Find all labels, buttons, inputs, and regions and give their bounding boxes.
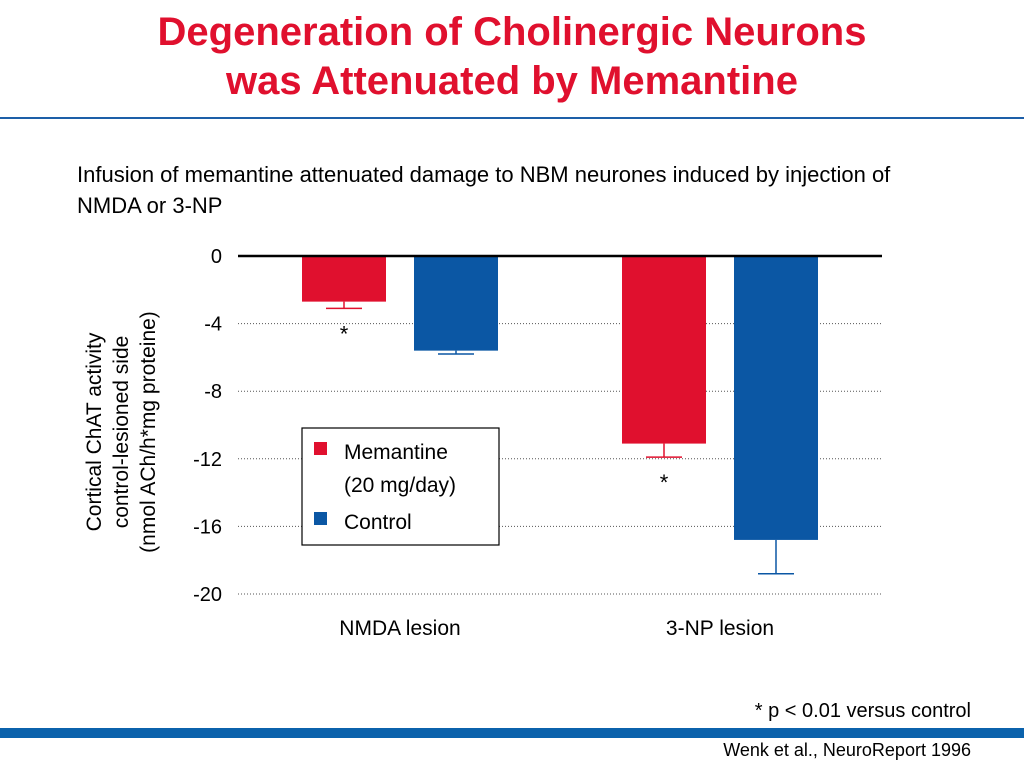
y-axis-label: Cortical ChAT activity control-lesioned s… — [83, 311, 160, 553]
slide-title: Degeneration of Cholinergic Neurons was … — [0, 8, 1024, 106]
legend-swatch — [314, 512, 327, 525]
chart-description: Infusion of memantine attenuated damage … — [77, 162, 891, 218]
bar — [622, 256, 706, 444]
x-tick-label: NMDA lesion — [339, 617, 460, 640]
significance-footnote: * p < 0.01 versus control — [754, 700, 971, 722]
legend-box — [301, 427, 500, 546]
y-axis-label-line: control-lesioned side — [110, 336, 133, 529]
legend-label: Memantine — [344, 441, 448, 464]
y-tick-label: -20 — [193, 584, 222, 606]
significance-marker: * — [660, 470, 669, 495]
y-axis-label-line: Cortical ChAT activity — [83, 332, 106, 531]
x-tick-label: 3-NP lesion — [666, 617, 774, 640]
bar — [734, 256, 818, 540]
footer-bar — [0, 728, 1024, 738]
y-tick-label: -4 — [204, 314, 222, 336]
citation: Wenk et al., NeuroReport 1996 — [723, 740, 971, 760]
y-tick-label: -12 — [193, 449, 222, 471]
bar — [414, 256, 498, 351]
bar-chart: 0 -4 -8 -12 -16 -20 Cortical ChAT activity cont… — [83, 246, 882, 640]
legend-label: Control — [344, 511, 412, 534]
legend-label: (20 mg/day) — [344, 474, 456, 497]
bar — [302, 256, 386, 302]
legend-swatch — [314, 442, 327, 455]
y-axis-label-line: (nmol ACh/h*mg proteine) — [137, 311, 160, 553]
significance-marker: * — [340, 321, 349, 346]
y-tick-label: 0 — [211, 246, 222, 268]
y-tick-label: -8 — [204, 381, 222, 403]
title-line-2: was Attenuated by Memantine — [226, 59, 798, 103]
y-tick-label: -16 — [193, 516, 222, 538]
title-divider — [0, 117, 1024, 119]
title-line-1: Degeneration of Cholinergic Neurons — [157, 10, 867, 54]
